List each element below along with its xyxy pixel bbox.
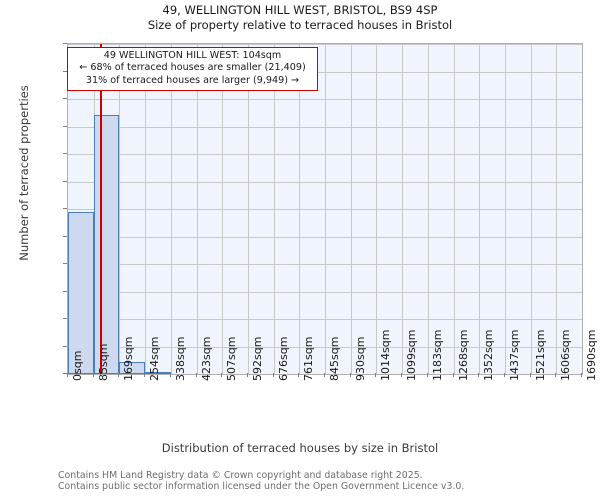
x-axis-tick-mark	[67, 373, 68, 377]
x-axis-tick-label: 1521sqm	[533, 329, 547, 381]
y-axis-tick-mark	[63, 153, 67, 154]
histogram-bar	[119, 362, 146, 374]
x-axis-tick-mark	[144, 373, 146, 377]
x-axis-tick-mark	[555, 373, 557, 377]
x-axis-tick-label: 254sqm	[148, 336, 162, 381]
x-axis-tick-mark	[195, 373, 197, 377]
gridline-vertical	[119, 44, 121, 374]
x-axis-tick-label: 507sqm	[225, 336, 239, 381]
x-axis-tick-label: 1437sqm	[507, 329, 521, 381]
x-axis-tick-mark	[324, 373, 325, 377]
histogram-bar	[68, 211, 94, 374]
gridline-vertical	[427, 44, 429, 374]
gridline-vertical	[325, 44, 326, 374]
x-axis-tick-mark	[272, 373, 274, 377]
x-axis-tick-label: 592sqm	[250, 336, 264, 381]
gridline-vertical	[530, 44, 532, 374]
x-axis-tick-mark	[298, 373, 300, 377]
attribution-footer: Contains HM Land Registry data © Crown c…	[58, 470, 598, 493]
y-axis-tick-mark	[63, 318, 67, 319]
y-axis-tick-mark	[63, 125, 67, 127]
x-axis-tick-mark	[452, 373, 454, 377]
x-axis-tick-label: 1268sqm	[456, 329, 470, 381]
x-axis-tick-label: 1183sqm	[430, 329, 444, 381]
property-annotation-box: 49 WELLINGTON HILL WEST: 104sqm ← 68% of…	[67, 47, 318, 92]
annotation-line-2: ← 68% of terraced houses are smaller (21…	[79, 62, 306, 74]
x-axis-tick-mark	[349, 373, 351, 377]
gridline-vertical	[479, 44, 481, 374]
gridline-vertical	[453, 44, 455, 374]
x-axis-tick-label: 338sqm	[173, 336, 187, 381]
y-axis-tick-mark	[63, 235, 67, 237]
x-axis-tick-label: 85sqm	[96, 343, 110, 381]
y-axis-tick-mark	[63, 373, 67, 374]
gridline-vertical	[350, 44, 352, 374]
y-axis-tick-mark	[63, 263, 67, 264]
gridline-vertical	[247, 44, 249, 374]
x-axis-tick-mark	[581, 373, 582, 377]
x-axis-tick-label: 1690sqm	[585, 329, 598, 381]
x-axis-tick-mark	[169, 373, 171, 377]
histogram-bar	[145, 371, 171, 374]
annotation-line-3: 31% of terraced houses are larger (9,949…	[85, 74, 300, 86]
gridline-vertical	[299, 44, 301, 374]
y-axis-tick-mark	[63, 180, 67, 182]
gridline-vertical	[504, 44, 506, 374]
plot-area	[67, 43, 583, 375]
gridline-vertical	[196, 44, 198, 374]
page-title: 49, WELLINGTON HILL WEST, BRISTOL, BS9 4…	[162, 3, 438, 17]
x-axis-tick-label: 845sqm	[328, 336, 341, 381]
x-axis-tick-label: 1014sqm	[379, 329, 393, 381]
x-axis-tick-mark	[118, 373, 120, 377]
gridline-vertical	[145, 44, 147, 374]
y-axis-tick-mark	[63, 98, 67, 99]
page-subtitle: Size of property relative to terraced ho…	[147, 18, 453, 32]
property-size-marker-line	[99, 44, 102, 374]
gridline-vertical	[376, 44, 378, 374]
y-axis-tick-mark	[63, 345, 67, 347]
gridline-vertical	[273, 44, 275, 374]
x-axis-tick-mark	[375, 373, 377, 377]
y-axis-tick-mark	[63, 208, 67, 209]
x-axis-tick-label: 0sqm	[71, 350, 84, 381]
x-axis-tick-mark	[529, 373, 531, 377]
x-axis-tick-mark	[92, 373, 94, 377]
x-axis-tick-mark	[221, 373, 223, 377]
y-axis-tick-mark	[63, 290, 67, 292]
x-axis-tick-label: 676sqm	[276, 336, 290, 381]
footer-line-2: Contains public sector information licen…	[58, 481, 465, 493]
x-axis-tick-label: 761sqm	[302, 336, 316, 381]
x-axis-tick-mark	[246, 373, 248, 377]
histogram-bar	[93, 114, 120, 374]
x-axis-tick-label: 930sqm	[353, 336, 367, 381]
y-axis-tick-mark	[63, 70, 67, 72]
x-axis-tick-mark	[426, 373, 428, 377]
footer-line-1: Contains HM Land Registry data © Crown c…	[58, 470, 423, 481]
x-axis-tick-label: 423sqm	[199, 336, 213, 381]
x-axis-label: Distribution of terraced houses by size …	[161, 441, 439, 455]
chart-title-block: 49, WELLINGTON HILL WEST, BRISTOL, BS9 4…	[0, 3, 600, 33]
x-axis-tick-label: 1099sqm	[405, 329, 419, 381]
gridline-vertical	[556, 44, 558, 374]
gridline-vertical	[170, 44, 172, 374]
x-axis-tick-label: 169sqm	[122, 336, 136, 381]
x-axis-tick-mark	[401, 373, 403, 377]
y-axis-label: Number of terraced properties	[17, 85, 31, 261]
gridline-vertical	[402, 44, 404, 374]
gridline-vertical	[222, 44, 224, 374]
x-axis-tick-mark	[503, 373, 505, 377]
x-axis-tick-mark	[478, 373, 480, 377]
x-axis-tick-label: 1352sqm	[482, 329, 496, 381]
y-axis-tick-mark	[63, 43, 67, 44]
annotation-line-1: 49 WELLINGTON HILL WEST: 104sqm	[103, 50, 282, 61]
x-axis-tick-label: 1606sqm	[559, 329, 573, 381]
